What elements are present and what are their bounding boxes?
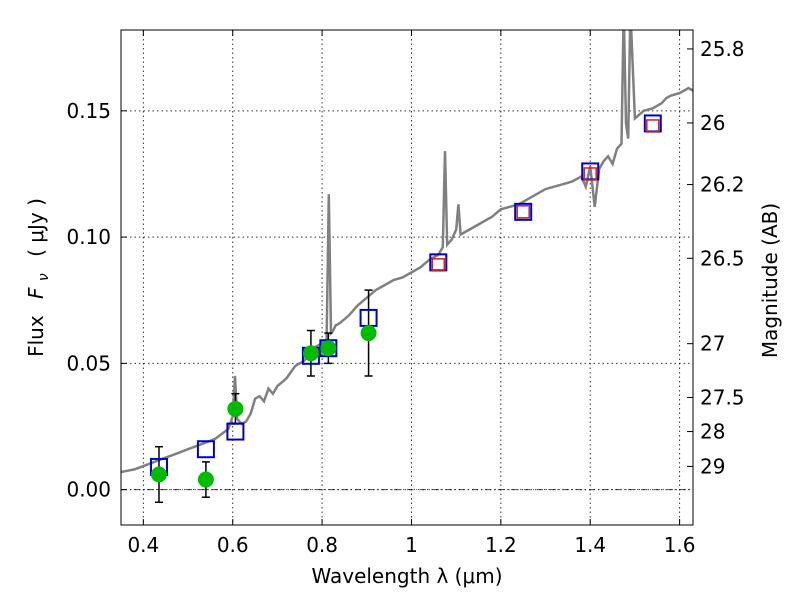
- observed-nir-square: [431, 258, 446, 272]
- observed-optical-point: [302, 345, 319, 362]
- observed-optical-point: [150, 466, 167, 483]
- observed-nir-square: [583, 167, 597, 181]
- plot-frame: [120, 29, 694, 526]
- sed-model-line: [121, 30, 693, 474]
- mag-tick-label: 27.5: [700, 385, 745, 409]
- observed-optical-points: [150, 325, 377, 488]
- observed-optical-point: [360, 325, 377, 342]
- x-tick-label: 1: [405, 533, 418, 557]
- y-tick-label: 0.00: [66, 478, 111, 502]
- y-axis-label-subscript: ν: [36, 273, 52, 281]
- x-tick-label: 0.4: [127, 533, 159, 557]
- sed-model-layer: [121, 30, 693, 474]
- observed-optical-point: [320, 340, 337, 357]
- mag-tick-label: 25.8: [700, 37, 745, 61]
- y-axis-label: Flux F ν ( μJy ): [24, 198, 53, 357]
- mag-tick-label: 26: [700, 111, 725, 135]
- observed-nir-points: [431, 119, 660, 272]
- x-tick-label: 0.6: [217, 533, 249, 557]
- x-tick-label: 0.8: [306, 533, 338, 557]
- observed-optical-point: [197, 471, 214, 488]
- y-tick-label: 0.15: [66, 99, 111, 123]
- y-axis-label-prefix: Flux: [24, 315, 48, 357]
- mag-tick-label: 26.2: [700, 173, 745, 197]
- mag-tick-label: 27: [700, 332, 725, 356]
- y-axis-label-unit: ( μJy ): [24, 198, 48, 257]
- x-tick-label: 1.4: [574, 533, 606, 557]
- mag-tick-label: 29: [700, 454, 725, 478]
- right-y-axis-label: Magnitude (AB): [758, 203, 782, 358]
- model-photometry-square: [196, 440, 215, 459]
- observed-nir-square: [646, 119, 660, 133]
- grid: [121, 30, 693, 525]
- y-axis-label-symbol: F: [24, 287, 48, 299]
- x-axis-label: Wavelength λ (μm): [311, 564, 502, 588]
- observed-optical-point: [227, 400, 244, 417]
- y-tick-label: 0.05: [66, 351, 111, 375]
- mag-tick-label: 28: [700, 420, 725, 444]
- x-tick-label: 1.6: [664, 533, 696, 557]
- axis-ticks: 0.4 0.6 0.8 1 1.2 1.4 1.6 0.00 0.05 0.10 0.15 25.8 2…: [66, 30, 745, 557]
- observed-nir-square: [516, 205, 530, 219]
- x-tick-label: 1.2: [485, 533, 517, 557]
- mag-tick-label: 26.5: [700, 246, 745, 270]
- model-photometry-square: [514, 202, 533, 221]
- model-photometry-square: [226, 422, 245, 441]
- y-tick-label: 0.10: [66, 225, 111, 249]
